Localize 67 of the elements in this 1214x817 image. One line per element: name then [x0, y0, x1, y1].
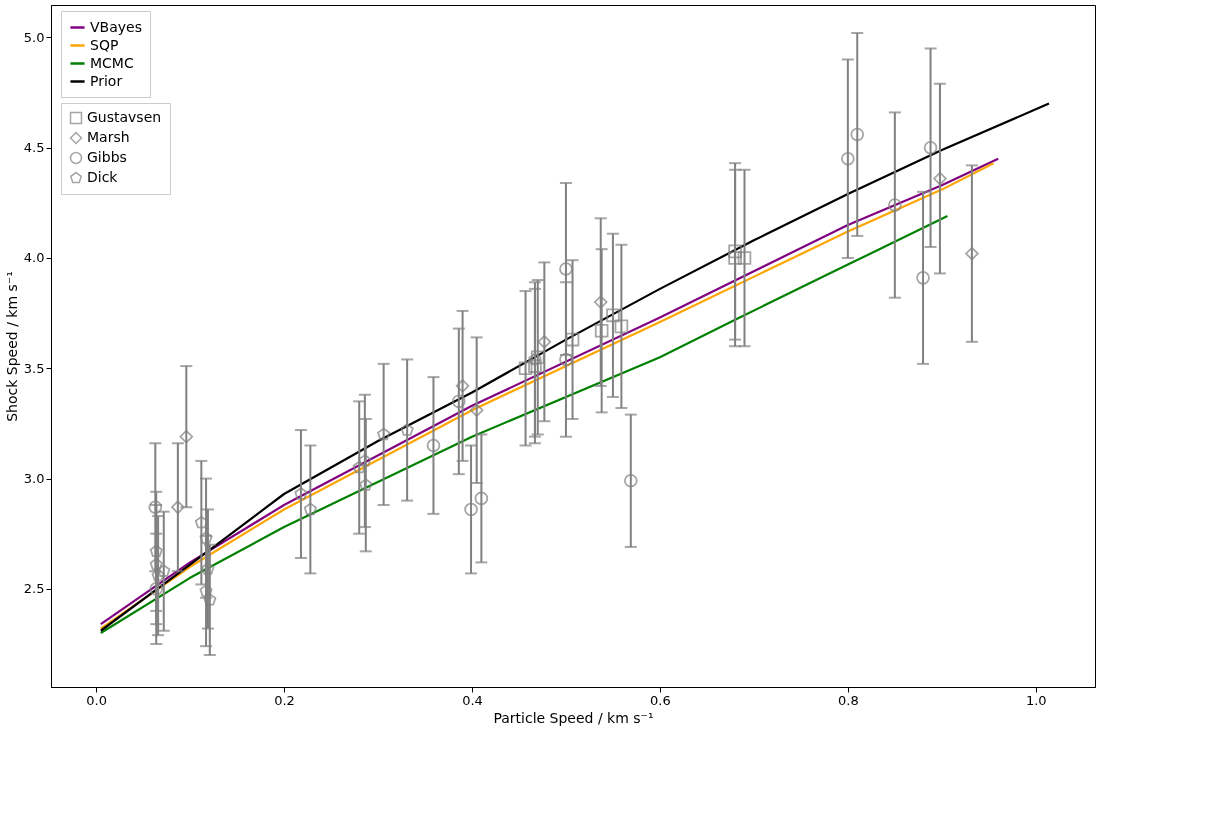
legend-label: Prior	[90, 72, 123, 89]
point	[171, 500, 185, 515]
point	[737, 251, 752, 265]
point	[203, 593, 217, 606]
point	[452, 394, 466, 409]
y-axis-title: Shock Speed / km s⁻¹	[3, 271, 20, 422]
point	[888, 198, 902, 212]
legend-label: MCMC	[90, 54, 134, 71]
point	[965, 246, 979, 261]
point	[923, 140, 938, 155]
point	[623, 473, 638, 488]
y-tick-label: 3.0	[23, 471, 45, 487]
x-axis-title: Particle Speed / km s⁻¹	[493, 709, 654, 726]
point	[559, 352, 573, 367]
point	[474, 491, 489, 506]
point	[469, 403, 484, 417]
y-tick-label: 4.0	[23, 250, 45, 266]
point	[841, 151, 855, 166]
point	[606, 308, 620, 323]
point	[528, 359, 542, 373]
point	[728, 244, 742, 259]
point	[559, 262, 573, 276]
point	[201, 562, 215, 575]
x-tick-label: 0.0	[86, 692, 107, 708]
point	[728, 251, 742, 265]
x-tick-label: 0.4	[462, 692, 483, 708]
x-tick-label: 0.6	[650, 692, 671, 708]
legend-label: Dick	[87, 169, 119, 185]
point	[565, 332, 580, 347]
legend-label: Marsh	[87, 129, 130, 145]
point	[464, 502, 478, 517]
point	[151, 568, 165, 582]
point	[359, 478, 373, 491]
legend-label: Gibbs	[87, 149, 127, 165]
legend-label: VBayes	[90, 18, 142, 35]
point	[149, 544, 163, 558]
y-tick-label: 3.5	[23, 360, 45, 376]
point	[358, 454, 372, 467]
line-series	[99, 214, 949, 635]
point	[149, 557, 163, 571]
point	[303, 502, 317, 516]
point	[455, 379, 470, 393]
point	[850, 127, 865, 142]
point	[352, 460, 366, 474]
y-tick-label: 5.0	[23, 29, 45, 45]
point	[537, 334, 552, 349]
point	[614, 319, 629, 334]
point	[157, 564, 171, 577]
point	[199, 584, 213, 597]
point	[179, 429, 194, 444]
point	[916, 271, 930, 285]
point	[294, 487, 308, 500]
x-tick-label: 0.8	[838, 692, 859, 708]
point	[199, 531, 213, 544]
y-tick-label: 4.5	[23, 140, 45, 156]
legend-label: Gustavsen	[87, 109, 162, 125]
point	[594, 323, 609, 338]
x-tick-label: 1.0	[1025, 692, 1047, 708]
point	[148, 500, 163, 515]
point	[400, 423, 414, 436]
point	[518, 361, 533, 376]
point	[933, 171, 947, 186]
x-tick-label: 0.2	[274, 692, 295, 708]
point	[426, 438, 441, 453]
legend-label: SQP	[90, 36, 119, 53]
y-tick-label: 2.5	[23, 581, 45, 597]
point	[377, 427, 391, 441]
